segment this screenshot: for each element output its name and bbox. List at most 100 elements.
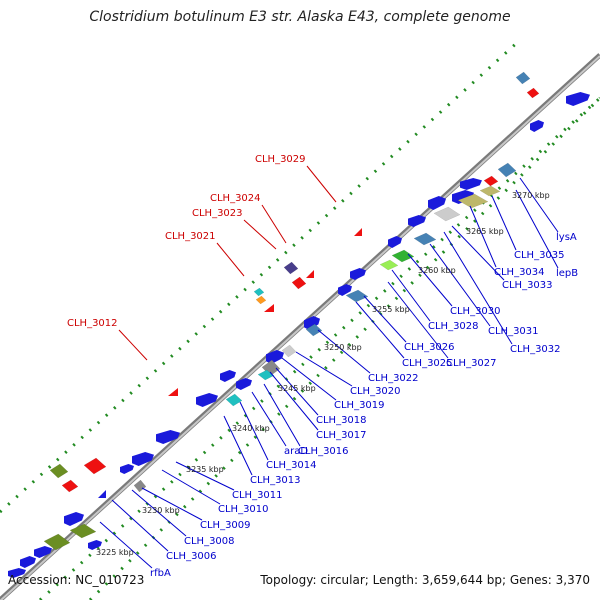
gene-feature: [61, 479, 79, 493]
gene-feature: [20, 556, 36, 568]
leader-line: [243, 219, 277, 250]
gene-feature: [354, 228, 362, 236]
leader-line: [363, 295, 407, 343]
gene-feature: [264, 304, 274, 312]
gene-feature: [483, 175, 499, 187]
leader-line: [263, 383, 301, 447]
tick-row-outer-forward: [0, 38, 522, 514]
gene-feature: [196, 393, 218, 407]
reverse-gene-label: CLH_3006: [166, 551, 217, 562]
leader-line: [491, 195, 517, 251]
gene-feature: [266, 350, 284, 364]
reverse-gene-label: CLH_3032: [510, 344, 561, 355]
leader-line: [131, 489, 187, 537]
forward-gene-label: CLH_3024: [210, 193, 261, 204]
reverse-gene-label: CLH_3031: [488, 326, 539, 337]
forward-gene-label: CLH_3012: [67, 318, 118, 329]
leader-line: [451, 225, 505, 281]
leader-line: [387, 281, 449, 359]
leader-line: [141, 487, 203, 521]
reverse-gene-label: CLH_3014: [266, 460, 317, 471]
gene-feature: [338, 284, 352, 296]
leader-line: [519, 177, 559, 233]
gene-feature: [43, 533, 71, 551]
gene-feature: [350, 268, 366, 280]
gene-feature: [345, 289, 369, 303]
gene-feature: [306, 270, 314, 278]
kbp-label: 3225 kbp: [96, 548, 134, 557]
gene-feature: [497, 162, 517, 178]
leader-line: [223, 415, 253, 476]
reverse-gene-label: CLH_3030: [450, 306, 501, 317]
gene-feature: [133, 479, 147, 493]
label-leader-lines: [99, 165, 559, 569]
forward-gene-label: CLH_3029: [255, 154, 306, 165]
gene-feature: [433, 206, 461, 222]
gene-feature: [8, 568, 26, 578]
gene-feature: [515, 71, 531, 85]
gene-feature: [220, 370, 236, 382]
reverse-gene-label: araD: [284, 446, 308, 457]
leader-line: [391, 269, 431, 322]
gene-feature: [460, 178, 482, 190]
gene-feature: [526, 87, 540, 99]
leader-line: [175, 461, 235, 491]
leader-line: [306, 165, 337, 203]
kbp-labels: 3225 kbp 3230 kbp 3235 kbp 3240 kbp 3245 kbp…: [96, 191, 550, 557]
gene-feature: [225, 393, 243, 407]
leader-line: [515, 189, 559, 269]
kbp-label: 3245 kbp: [278, 384, 316, 393]
gene-feature: [291, 276, 307, 290]
gene-feature: [83, 457, 107, 475]
gene-feature: [408, 215, 426, 227]
reverse-gene-label: lepB: [556, 268, 578, 279]
reverse-gene-label: CLH_3027: [446, 358, 497, 369]
gene-feature: [236, 378, 252, 390]
gene-feature: [69, 523, 97, 539]
kbp-label: 3265 kbp: [466, 227, 504, 236]
kbp-label: 3255 kbp: [372, 305, 410, 314]
leader-line: [407, 253, 453, 307]
leader-line: [99, 521, 153, 569]
gene-feature: [98, 490, 106, 498]
gene-feature: [379, 259, 399, 271]
gene-feature: [120, 464, 134, 474]
gene-feature: [428, 196, 446, 210]
kbp-label: 3230 kbp: [142, 506, 180, 515]
gene-feature: [391, 249, 415, 263]
reverse-gene-label: CLH_3020: [350, 386, 401, 397]
leader-line: [295, 351, 353, 387]
leader-line: [469, 205, 497, 268]
reverse-gene-label: CLH_3025: [402, 358, 453, 369]
gene-feature: [304, 316, 320, 330]
kbp-label: 3270 kbp: [512, 191, 550, 200]
gene-feature: [64, 512, 84, 526]
gene-feature: [566, 92, 590, 106]
accession-text: Accession: NC_010723: [8, 573, 145, 587]
leader-line: [429, 243, 491, 327]
leader-line: [275, 367, 319, 416]
reverse-gene-label: CLH_3028: [428, 321, 479, 332]
leader-line: [355, 301, 405, 359]
kbp-label: 3260 kbp: [418, 266, 456, 275]
leader-line: [317, 329, 371, 374]
leader-line: [443, 231, 513, 345]
gene-feature: [168, 388, 178, 396]
gene-feature: [305, 323, 323, 337]
reverse-gene-label: CLH_3034: [494, 267, 545, 278]
gene-feature: [156, 430, 180, 444]
gene-feature: [413, 232, 437, 246]
reverse-gene-label: CLH_3022: [368, 373, 419, 384]
reverse-gene-label: CLH_3016: [298, 446, 349, 457]
leader-line: [281, 357, 337, 401]
gene-feature: [388, 236, 402, 248]
leader-line: [261, 204, 287, 244]
gene-feature: [49, 463, 69, 479]
gene-feature: [255, 295, 267, 305]
gene-labels: CLH_3012 CLH_3021 CLH_3023 CLH_3024 CLH_3029…: [67, 154, 578, 579]
leader-line: [239, 401, 269, 461]
gene-feature: [34, 546, 52, 558]
forward-gene-label: CLH_3023: [192, 208, 243, 219]
leader-line: [269, 371, 319, 431]
